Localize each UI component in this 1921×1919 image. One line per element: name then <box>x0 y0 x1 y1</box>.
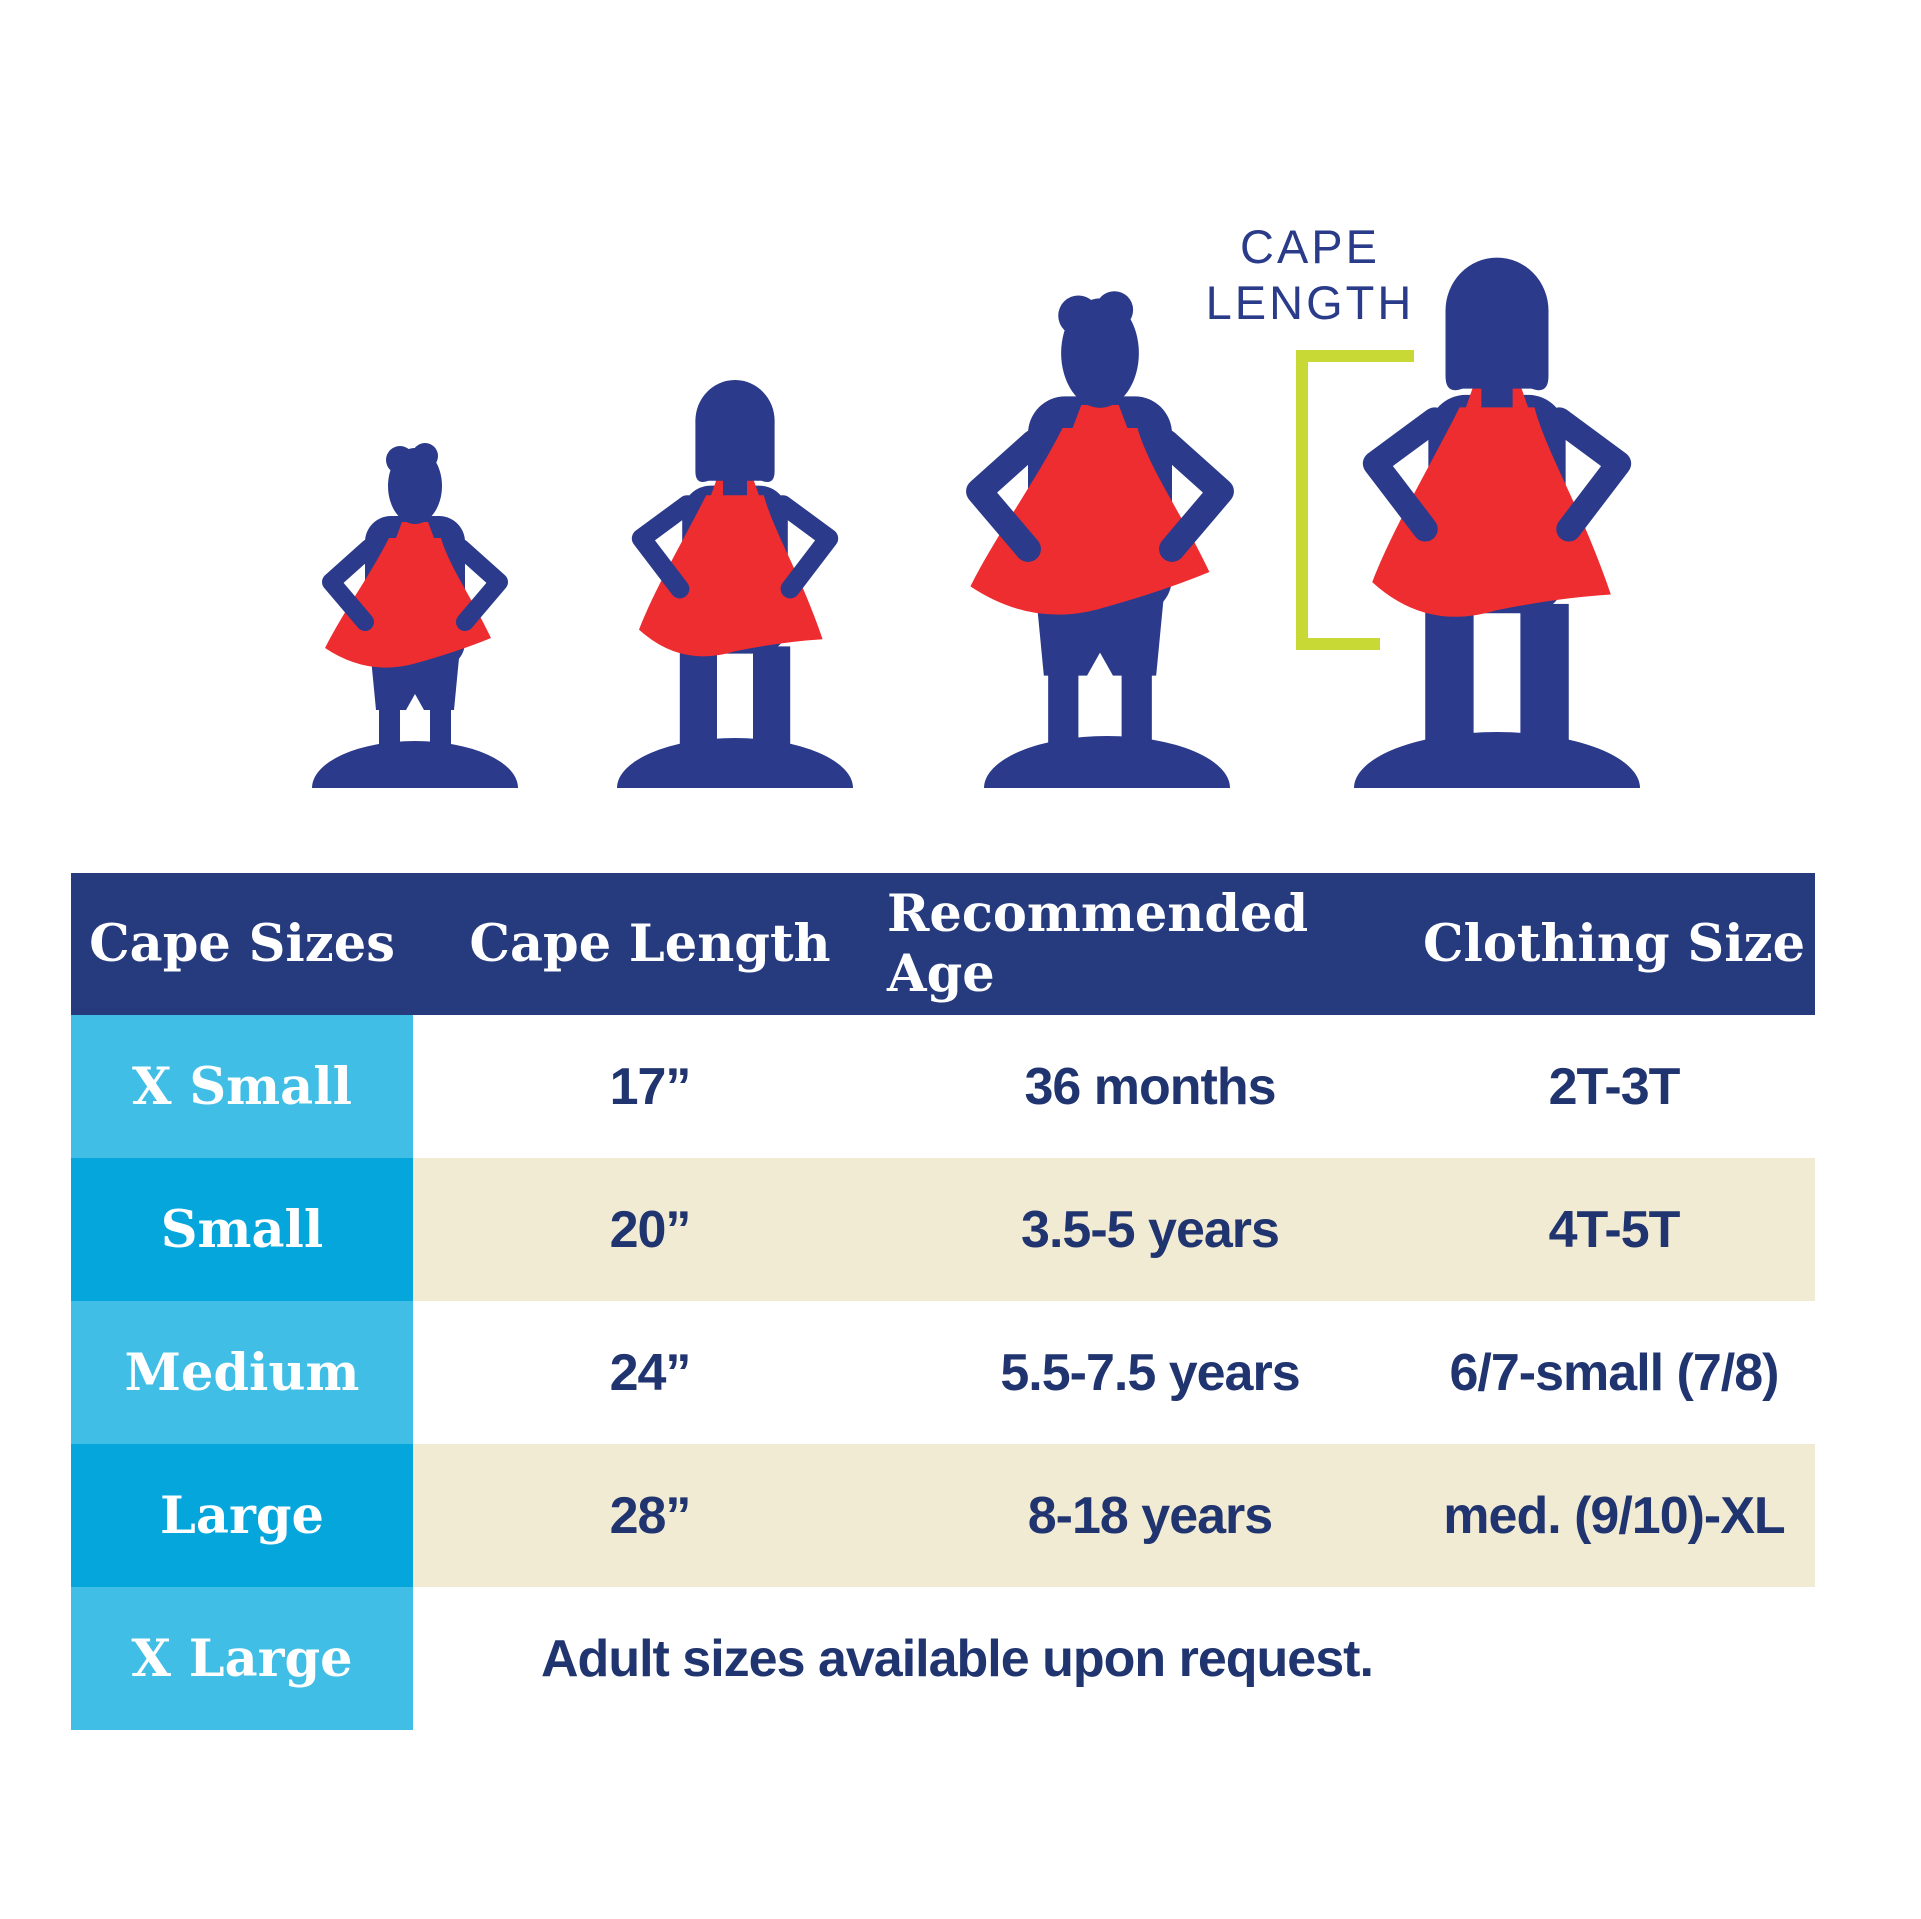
cell-x-small-clothing: 2T-3T <box>1413 1015 1815 1158</box>
size-label-x-small: X Small <box>71 1015 413 1158</box>
table-row-small: Small 20” 3.5-5 years 4T-5T <box>71 1158 1815 1301</box>
size-label-x-large: X Large <box>71 1587 413 1730</box>
cell-small-clothing: 4T-5T <box>1413 1158 1815 1301</box>
cell-x-small-age: 36 months <box>887 1015 1413 1158</box>
cell-medium-age: 5.5-7.5 years <box>887 1301 1413 1444</box>
size-label-small: Small <box>71 1158 413 1301</box>
base-dome <box>1354 732 1640 788</box>
size-table: Cape Sizes Cape Length Recommended Age C… <box>71 873 1815 1730</box>
header-cape-sizes: Cape Sizes <box>89 914 395 974</box>
cape-length-bracket <box>1296 350 1414 650</box>
table-row-x-small: X Small 17” 36 months 2T-3T <box>71 1015 1815 1158</box>
cell-large-clothing: med. (9/10)-XL <box>1413 1444 1815 1587</box>
figure-x-small <box>312 443 518 788</box>
cell-x-large-note: Adult sizes available upon request. <box>413 1587 1815 1730</box>
cell-small-age: 3.5-5 years <box>887 1158 1413 1301</box>
cell-medium-clothing: 6/7-small (7/8) <box>1413 1301 1815 1444</box>
table-header-row: Cape Sizes Cape Length Recommended Age C… <box>71 873 1815 1015</box>
header-cape-length: Cape Length <box>469 914 831 974</box>
bracket-vertical <box>1296 350 1308 650</box>
figure-medium <box>970 291 1230 788</box>
table-row-medium: Medium 24” 5.5-7.5 years 6/7-small (7/8) <box>71 1301 1815 1444</box>
header-recommended-age: Recommended Age <box>887 884 1309 1004</box>
cell-large-age: 8-18 years <box>887 1444 1413 1587</box>
size-label-medium: Medium <box>71 1301 413 1444</box>
header-clothing-size: Clothing Size <box>1422 914 1806 974</box>
base-dome <box>984 736 1230 788</box>
base-dome <box>617 738 853 788</box>
table-row-large: Large 28” 8-18 years med. (9/10)-XL <box>71 1444 1815 1587</box>
cell-medium-length: 24” <box>413 1301 887 1444</box>
size-label-large: Large <box>71 1444 413 1587</box>
bracket-top-arm <box>1296 350 1414 362</box>
cape-length-label: CAPE LENGTH <box>1115 219 1505 331</box>
base-dome <box>312 741 518 788</box>
cell-large-length: 28” <box>413 1444 887 1587</box>
cell-small-length: 20” <box>413 1158 887 1301</box>
figure-small <box>617 380 853 788</box>
kids-cape-illustration <box>312 0 1640 788</box>
cape-length-label-line2: LENGTH <box>1205 276 1415 329</box>
cell-x-small-length: 17” <box>413 1015 887 1158</box>
figure-large <box>1354 258 1640 788</box>
bracket-bottom-arm <box>1296 638 1380 650</box>
table-row-x-large: X Large Adult sizes available upon reque… <box>71 1587 1815 1730</box>
cape-length-label-line1: CAPE <box>1240 220 1380 273</box>
